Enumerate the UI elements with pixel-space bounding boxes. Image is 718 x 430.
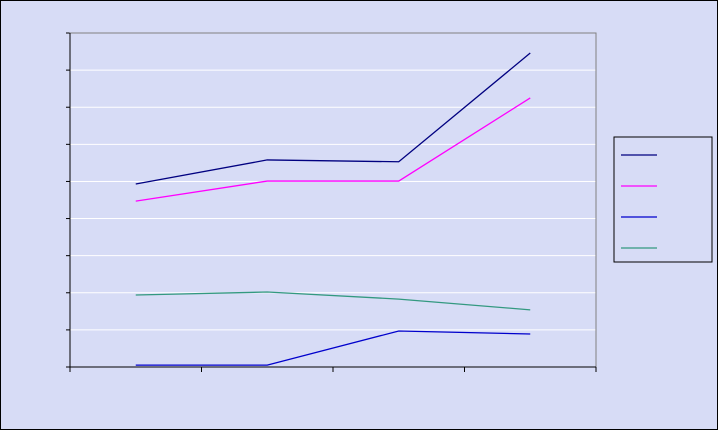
series-line bbox=[135, 291, 531, 311]
series-line bbox=[135, 97, 531, 202]
series-line bbox=[135, 52, 531, 185]
legend bbox=[613, 136, 713, 263]
series-line bbox=[135, 330, 531, 366]
